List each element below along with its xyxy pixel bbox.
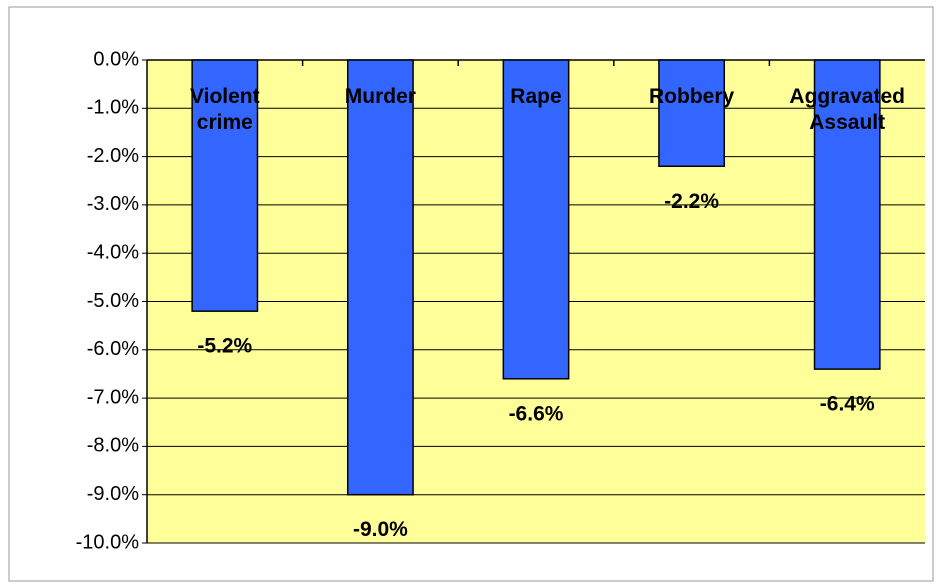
y-tick-label: -4.0% — [87, 241, 139, 263]
category-text: Violent crime — [189, 85, 260, 134]
data-label: -6.4% — [820, 393, 875, 416]
y-tick-label: -6.0% — [87, 338, 139, 360]
bar — [502, 59, 570, 380]
y-tick-label: -1.0% — [87, 97, 139, 119]
y-tick-label: 0.0% — [93, 48, 139, 70]
bar — [658, 59, 726, 168]
bar — [813, 59, 881, 370]
x-tick-label: Violent crime — [147, 84, 303, 136]
category-text: Aggravated Assault — [789, 85, 905, 134]
y-tick-label: -8.0% — [87, 435, 139, 457]
y-tick-label: -2.0% — [87, 145, 139, 167]
bar — [191, 59, 259, 312]
data-label: -5.2% — [197, 335, 252, 358]
bar — [346, 59, 414, 496]
x-tick-label: Rape — [458, 84, 614, 110]
data-label: -2.2% — [664, 190, 719, 213]
y-tick-label: -5.0% — [87, 290, 139, 312]
y-tick-label: -3.0% — [87, 193, 139, 215]
x-tick-label: Aggravated Assault — [769, 84, 925, 136]
category-text: Robbery — [649, 85, 735, 108]
y-tick-label: -7.0% — [87, 386, 139, 408]
category-text: Rape — [510, 85, 562, 108]
y-tick-label: -10.0% — [76, 531, 140, 553]
y-tick-label: -9.0% — [87, 483, 139, 505]
data-label: -9.0% — [353, 518, 408, 541]
category-text: Murder — [344, 85, 416, 108]
x-tick-label: Robbery — [614, 84, 770, 110]
x-tick-label: Murder — [303, 84, 459, 110]
data-label: -6.6% — [509, 402, 564, 425]
